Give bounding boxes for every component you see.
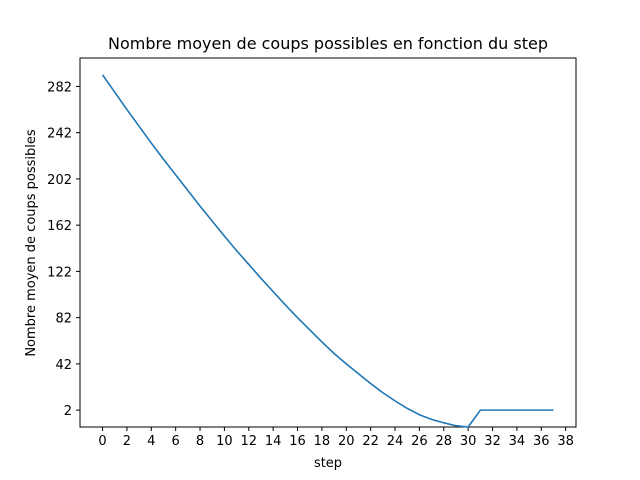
x-axis-ticks: 0 2 4 6 8 10 12 14 16 18 20 22 24 26 28 30 32 34 36 38 [98, 427, 574, 449]
x-tick-label: 20 [338, 434, 355, 449]
x-tick-label: 8 [196, 434, 204, 449]
chart-title: Nombre moyen de coups possibles en fonct… [108, 34, 548, 53]
y-axis-label: Nombre moyen de coups possibles [24, 129, 39, 357]
y-tick-label: 42 [55, 358, 72, 373]
series-line [101, 74, 554, 428]
x-tick-label: 12 [241, 434, 258, 449]
x-tick-label: 30 [460, 434, 477, 449]
x-tick-label: 32 [484, 434, 501, 449]
y-tick-label: 242 [47, 127, 72, 142]
y-tick-label: 82 [55, 312, 72, 327]
x-tick-label: 2 [123, 434, 131, 449]
y-tick-label: 2 [64, 404, 72, 419]
x-tick-label: 26 [411, 434, 428, 449]
x-tick-label: 28 [436, 434, 453, 449]
x-tick-label: 34 [509, 434, 526, 449]
y-tick-label: 202 [47, 173, 72, 188]
x-axis-label: step [314, 456, 342, 471]
x-tick-label: 36 [533, 434, 550, 449]
x-tick-label: 18 [314, 434, 331, 449]
y-tick-label: 122 [47, 265, 72, 280]
x-tick-label: 6 [172, 434, 180, 449]
x-tick-label: 38 [557, 434, 574, 449]
x-tick-label: 16 [289, 434, 306, 449]
x-tick-label: 14 [265, 434, 282, 449]
x-tick-label: 4 [147, 434, 155, 449]
y-tick-label: 282 [47, 80, 72, 95]
x-tick-label: 10 [216, 434, 233, 449]
y-tick-label: 162 [47, 219, 72, 234]
x-tick-label: 22 [362, 434, 379, 449]
x-tick-label: 24 [387, 434, 404, 449]
plot-area-frame [79, 57, 577, 428]
x-tick-label: 0 [98, 434, 106, 449]
